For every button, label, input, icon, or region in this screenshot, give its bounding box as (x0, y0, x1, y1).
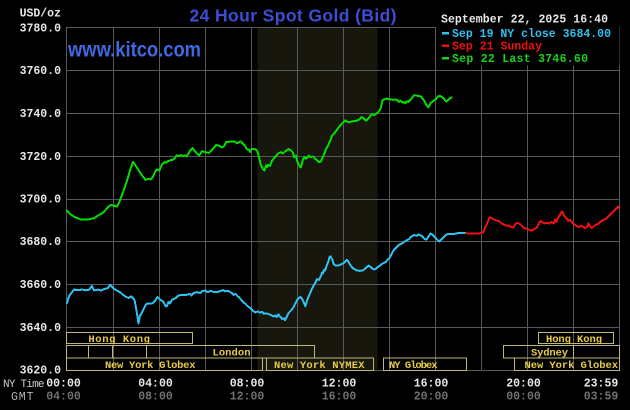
svg-text:London: London (213, 348, 251, 360)
svg-text:3640.0: 3640.0 (20, 322, 62, 335)
svg-text:3720.0: 3720.0 (20, 151, 62, 164)
svg-text:16:00: 16:00 (414, 378, 449, 391)
svg-text:New York Globex: New York Globex (105, 360, 196, 372)
svg-text:Hong Kong: Hong Kong (88, 334, 149, 346)
svg-text:Sep 22 Last 3746.60: Sep 22 Last 3746.60 (452, 53, 588, 66)
svg-text:3700.0: 3700.0 (20, 194, 62, 207)
svg-text:USD/oz: USD/oz (20, 8, 62, 21)
svg-text:23:59: 23:59 (584, 378, 619, 391)
svg-text:08:00: 08:00 (230, 378, 265, 391)
svg-text:Hong Kong: Hong Kong (546, 334, 602, 346)
svg-text:New York NYMEX: New York NYMEX (274, 360, 365, 372)
svg-text:00:00: 00:00 (506, 391, 541, 404)
svg-text:3760.0: 3760.0 (20, 65, 62, 78)
svg-text:Sydney: Sydney (531, 348, 569, 360)
svg-text:GMT: GMT (11, 391, 34, 404)
svg-text:Sep 19 NY close 3684.00: Sep 19 NY close 3684.00 (452, 28, 611, 41)
svg-text:September 22, 2025 16:40: September 22, 2025 16:40 (441, 14, 608, 27)
svg-text:www.kitco.com: www.kitco.com (67, 39, 201, 62)
svg-text:12:00: 12:00 (322, 378, 357, 391)
svg-text:3680.0: 3680.0 (20, 236, 62, 249)
svg-text:3740.0: 3740.0 (20, 108, 62, 121)
svg-text:3660.0: 3660.0 (20, 279, 62, 292)
svg-text:20:00: 20:00 (414, 391, 449, 404)
svg-text:04:00: 04:00 (138, 378, 173, 391)
svg-text:12:00: 12:00 (230, 391, 265, 404)
svg-text:03:59: 03:59 (584, 391, 619, 404)
svg-text:NY Globex: NY Globex (389, 360, 438, 372)
svg-text:NY Time: NY Time (3, 379, 45, 391)
svg-text:Sep 21 Sunday: Sep 21 Sunday (452, 41, 542, 54)
svg-text:04:00: 04:00 (46, 391, 81, 404)
svg-text:16:00: 16:00 (322, 391, 357, 404)
svg-text:24 Hour Spot Gold (Bid): 24 Hour Spot Gold (Bid) (190, 6, 397, 26)
svg-text:3780.0: 3780.0 (20, 23, 62, 36)
svg-text:08:00: 08:00 (138, 391, 173, 404)
svg-text:New York Globex: New York Globex (525, 360, 619, 372)
svg-text:00:00: 00:00 (46, 378, 81, 391)
svg-text:3620.0: 3620.0 (20, 365, 62, 378)
svg-text:20:00: 20:00 (506, 378, 541, 391)
